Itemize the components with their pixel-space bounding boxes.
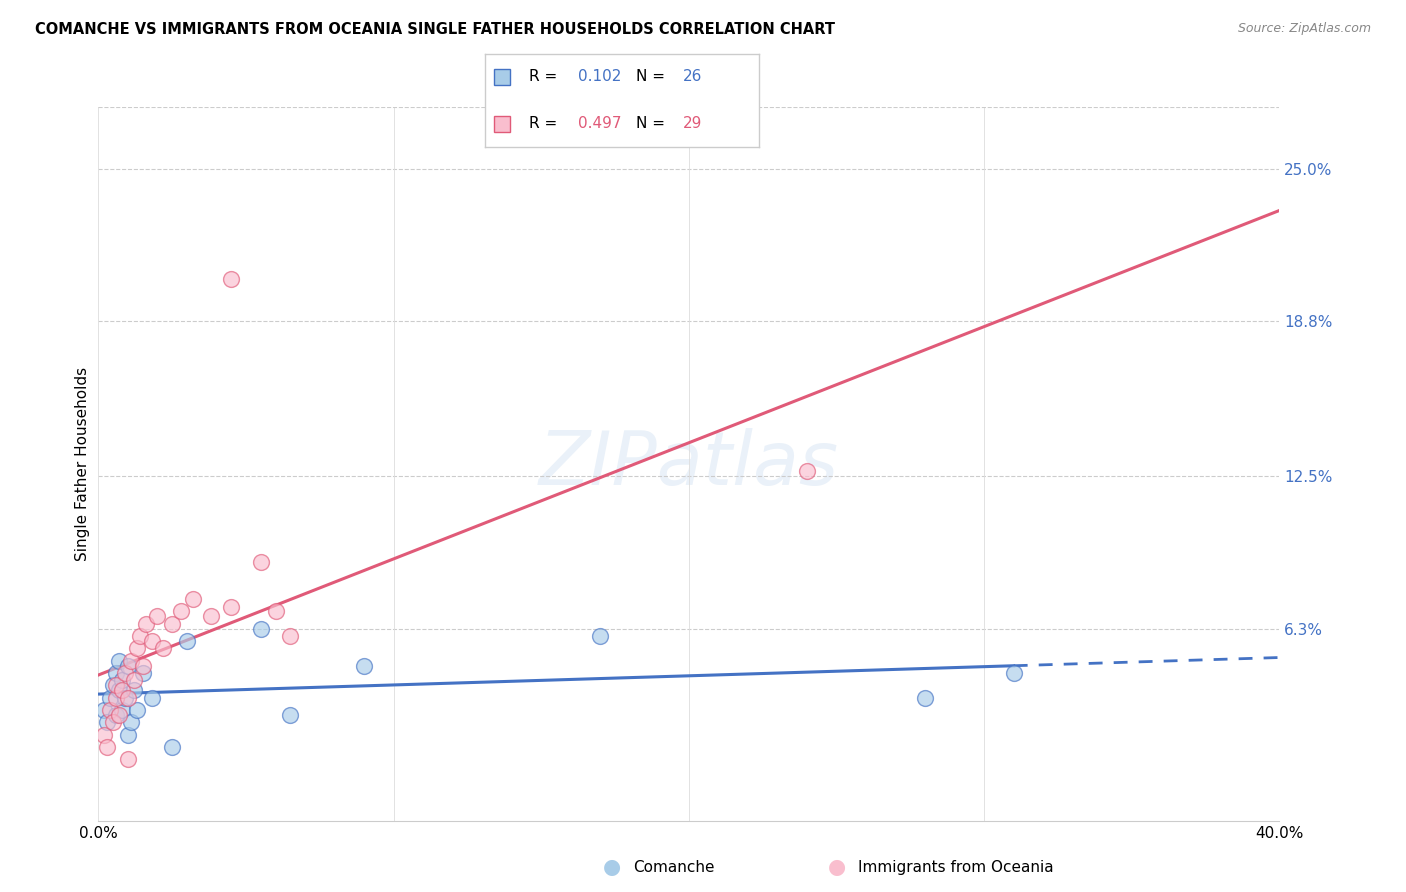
Point — [589, 629, 612, 643]
Point — [264, 605, 287, 619]
Text: ZIPatlas: ZIPatlas — [538, 428, 839, 500]
Point — [125, 641, 148, 656]
Y-axis label: Single Father Households: Single Father Households — [75, 367, 90, 561]
Text: Source: ZipAtlas.com: Source: ZipAtlas.com — [1237, 22, 1371, 36]
Text: ●: ● — [828, 857, 845, 877]
Point — [103, 678, 125, 692]
Point — [278, 629, 302, 643]
Text: Comanche: Comanche — [633, 860, 714, 874]
Point — [141, 690, 163, 705]
Point — [108, 654, 131, 668]
Point — [105, 678, 128, 692]
Point — [146, 609, 169, 624]
Point — [111, 683, 134, 698]
Point — [117, 658, 139, 673]
Text: N =: N = — [636, 116, 669, 131]
Point — [250, 555, 273, 569]
Point — [796, 464, 818, 478]
Point — [120, 715, 142, 730]
Point — [120, 654, 142, 668]
Point — [135, 616, 157, 631]
Point — [1002, 665, 1025, 680]
Point — [170, 605, 193, 619]
Point — [132, 665, 155, 680]
Point — [122, 673, 145, 688]
Point — [98, 690, 121, 705]
Point — [152, 641, 174, 656]
Point — [111, 703, 134, 717]
Point — [117, 727, 139, 741]
Point — [108, 683, 131, 698]
Point — [117, 690, 139, 705]
Point — [105, 665, 128, 680]
Text: Immigrants from Oceania: Immigrants from Oceania — [858, 860, 1053, 874]
Point — [117, 752, 139, 766]
Text: 0.102: 0.102 — [578, 70, 621, 85]
Text: 0.497: 0.497 — [578, 116, 621, 131]
Point — [141, 634, 163, 648]
Point — [105, 690, 128, 705]
Point — [125, 703, 148, 717]
Point — [108, 707, 131, 722]
Point — [219, 272, 242, 286]
Point — [114, 665, 136, 680]
Point — [132, 658, 155, 673]
Point — [96, 739, 118, 754]
Point — [162, 616, 183, 631]
Point — [200, 609, 222, 624]
Text: N =: N = — [636, 70, 669, 85]
Text: 26: 26 — [682, 70, 702, 85]
Point — [111, 673, 134, 688]
Point — [128, 629, 150, 643]
Point — [114, 690, 136, 705]
Point — [176, 634, 198, 648]
Point — [93, 727, 115, 741]
Point — [122, 683, 145, 698]
Text: ●: ● — [603, 857, 620, 877]
Point — [162, 739, 183, 754]
Text: R =: R = — [529, 116, 562, 131]
Point — [103, 715, 125, 730]
Text: 29: 29 — [682, 116, 702, 131]
Text: COMANCHE VS IMMIGRANTS FROM OCEANIA SINGLE FATHER HOUSEHOLDS CORRELATION CHART: COMANCHE VS IMMIGRANTS FROM OCEANIA SING… — [35, 22, 835, 37]
Point — [278, 707, 302, 722]
Point — [181, 592, 204, 607]
Point — [353, 658, 375, 673]
Point — [98, 703, 121, 717]
Point — [914, 690, 936, 705]
Point — [105, 707, 128, 722]
Point — [93, 703, 115, 717]
Point — [219, 599, 242, 614]
Point — [250, 622, 273, 636]
Text: R =: R = — [529, 70, 562, 85]
Point — [96, 715, 118, 730]
